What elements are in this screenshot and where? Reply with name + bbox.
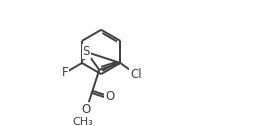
- Text: F: F: [62, 66, 69, 79]
- Text: CH₃: CH₃: [73, 117, 94, 126]
- Text: S: S: [83, 45, 90, 58]
- Text: O: O: [82, 103, 91, 116]
- Text: Cl: Cl: [130, 68, 142, 81]
- Text: O: O: [105, 90, 114, 103]
